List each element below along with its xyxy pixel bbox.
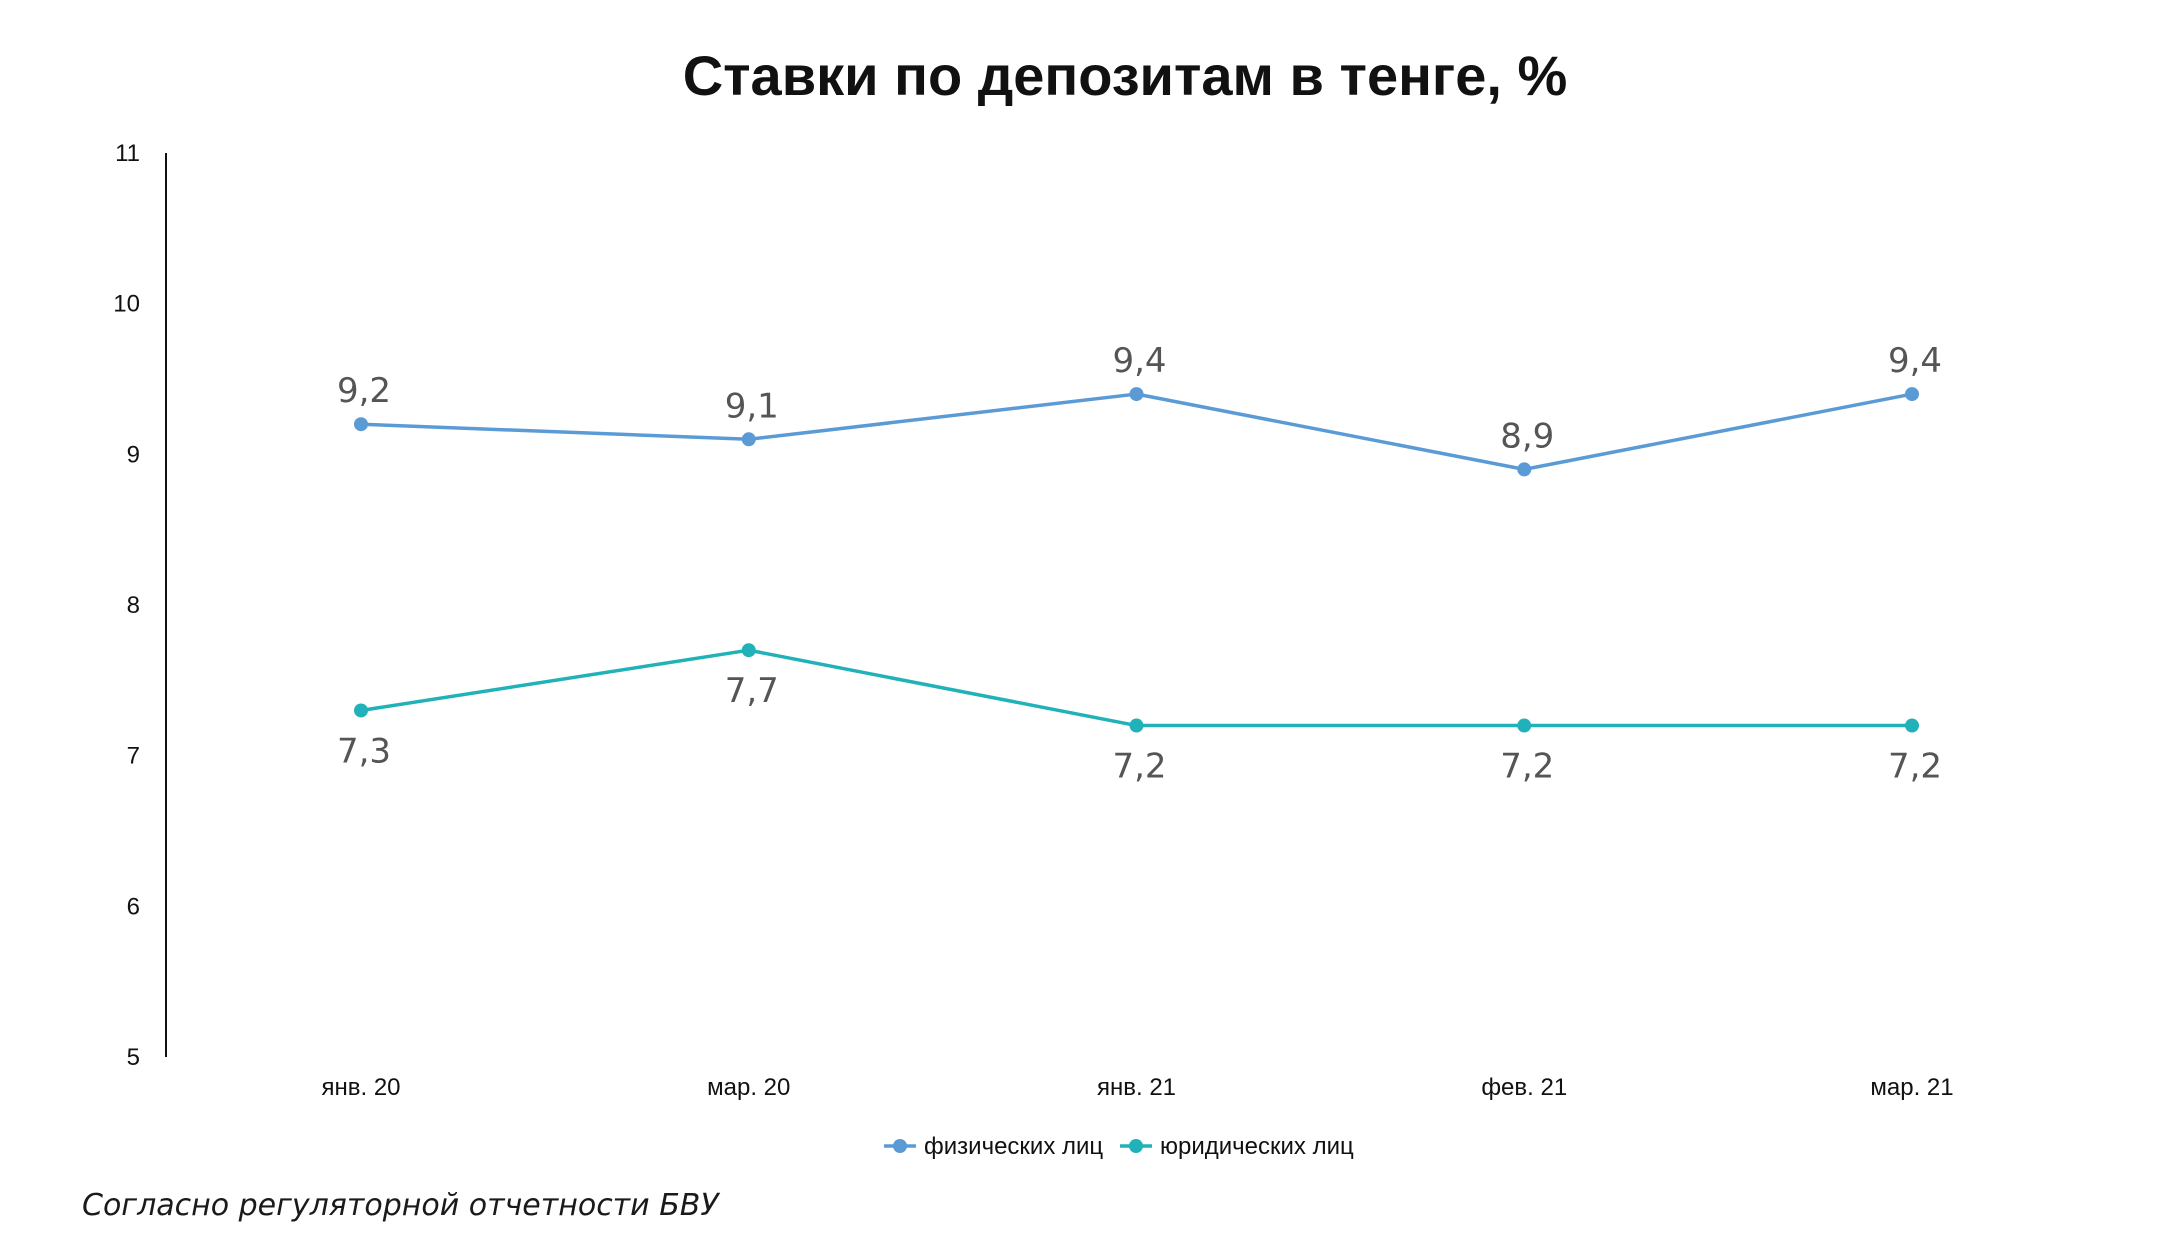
series-1: 9,2 9,1 9,4 8,9 9,4 bbox=[337, 341, 1942, 477]
data-label: 9,4 bbox=[1888, 341, 1942, 381]
data-label: 9,1 bbox=[725, 386, 779, 426]
x-tick-label: мар. 21 bbox=[1870, 1074, 1953, 1101]
y-tick-label: 10 bbox=[113, 291, 140, 318]
x-tick-label: фев. 21 bbox=[1481, 1074, 1567, 1101]
data-label: 7,2 bbox=[1112, 747, 1166, 787]
series-line bbox=[360, 392, 1913, 472]
data-point bbox=[741, 432, 756, 447]
legend-swatch-marker bbox=[1129, 1139, 1143, 1153]
x-tick-label: янв. 20 bbox=[321, 1074, 400, 1101]
data-point bbox=[1517, 718, 1532, 733]
data-label: 7,7 bbox=[725, 671, 779, 711]
data-label: 8,9 bbox=[1500, 416, 1554, 456]
data-label: 9,4 bbox=[1112, 341, 1166, 381]
data-label: 9,2 bbox=[337, 371, 391, 411]
legend-label: физических лиц bbox=[924, 1133, 1103, 1160]
data-point bbox=[1129, 387, 1144, 402]
y-tick-label: 6 bbox=[127, 893, 140, 920]
x-axis-ticks: янв. 20 мар. 20 янв. 21 фев. 21 мар. 21 bbox=[321, 1074, 1953, 1101]
data-label: 7,2 bbox=[1888, 747, 1942, 787]
data-point bbox=[1129, 718, 1144, 733]
chart-title: Ставки по депозитам в тенге, % bbox=[683, 44, 1568, 107]
y-tick-label: 7 bbox=[127, 743, 140, 770]
legend-item: юридических лиц bbox=[1120, 1133, 1354, 1160]
y-tick-label: 8 bbox=[127, 592, 140, 619]
series-layer: 9,2 9,1 9,4 8,9 9,4 7,3 7,7 7,2 7,2 7,2 bbox=[337, 341, 1942, 786]
data-label: 7,3 bbox=[337, 731, 391, 771]
legend-swatch-marker bbox=[893, 1139, 907, 1153]
data-point bbox=[1905, 387, 1919, 402]
y-tick-label: 9 bbox=[127, 441, 140, 468]
legend-item: физических лиц bbox=[884, 1133, 1103, 1160]
y-tick-label: 5 bbox=[127, 1044, 140, 1071]
data-point bbox=[741, 643, 756, 658]
y-tick-label: 11 bbox=[115, 140, 140, 167]
data-point bbox=[1517, 462, 1532, 477]
legend-label: юридических лиц bbox=[1160, 1133, 1354, 1160]
data-label: 7,2 bbox=[1500, 747, 1554, 787]
data-point bbox=[354, 703, 368, 718]
legend: физических лиц юридических лиц bbox=[884, 1133, 1354, 1160]
x-tick-label: янв. 21 bbox=[1097, 1074, 1176, 1101]
y-axis-ticks: 5 6 7 8 9 10 11 bbox=[113, 140, 140, 1071]
x-tick-label: мар. 20 bbox=[707, 1074, 790, 1101]
series-2: 7,3 7,7 7,2 7,2 7,2 bbox=[337, 643, 1942, 787]
data-point bbox=[354, 417, 368, 432]
series-line bbox=[360, 648, 1912, 728]
data-point bbox=[1905, 718, 1919, 733]
source-note: Согласно регуляторной отчетности БВУ bbox=[82, 1188, 719, 1223]
